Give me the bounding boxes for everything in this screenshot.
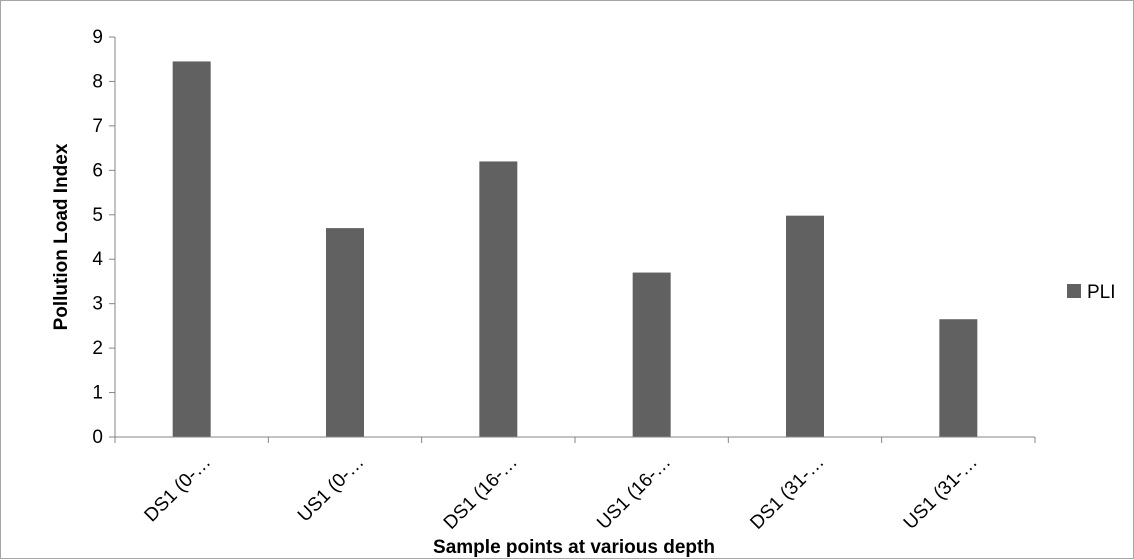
legend: PLI — [1067, 282, 1116, 303]
x-tick-label: DS1 (0-… — [141, 452, 216, 527]
x-tick-label: US1 (16-… — [593, 452, 675, 534]
y-tick-label: 3 — [92, 294, 103, 315]
y-tick-label: 6 — [92, 160, 103, 181]
y-tick-label: 9 — [92, 27, 103, 48]
x-tick-label: US1 (0-… — [294, 452, 369, 527]
x-axis: DS1 (0-… US1 (0-… DS1 (16-… US1 (16-… DS1 (3… — [114, 436, 1036, 534]
x-tick-label: US1 (31-… — [900, 452, 982, 534]
y-tick-label: 2 — [92, 338, 103, 359]
x-tick-label: DS1 (31-… — [746, 452, 828, 534]
bar — [632, 272, 671, 437]
legend-label: PLI — [1087, 282, 1116, 303]
y-axis: 0 1 2 3 4 5 6 7 8 9 — [92, 27, 116, 448]
bar — [326, 228, 364, 437]
y-tick-label: 4 — [92, 249, 103, 270]
legend-swatch — [1067, 284, 1081, 298]
y-tick-label: 0 — [92, 427, 103, 448]
bar — [786, 215, 824, 437]
bars — [172, 61, 978, 437]
y-tick-label: 1 — [92, 383, 103, 404]
y-tick-label: 7 — [92, 116, 103, 137]
x-axis-title: Sample points at various depth — [433, 537, 715, 558]
bar — [939, 319, 978, 437]
x-tick-label: DS1 (16-… — [440, 452, 522, 534]
y-axis-title: Pollution Load Index — [51, 143, 72, 330]
bar — [172, 61, 211, 437]
y-tick-label: 8 — [92, 71, 103, 92]
y-tick-label: 5 — [92, 205, 103, 226]
bar — [479, 161, 518, 437]
